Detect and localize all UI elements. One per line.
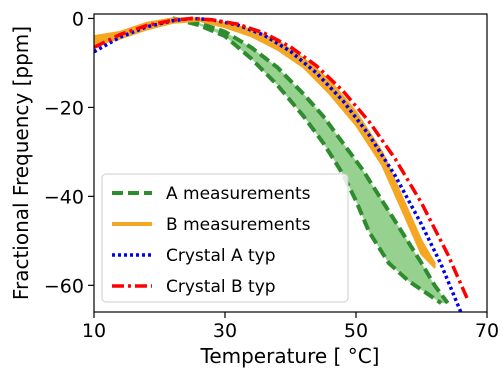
x-tick-label: 70 bbox=[475, 320, 499, 342]
legend-label-crystal-a-typ: Crystal A typ bbox=[166, 246, 276, 266]
plot-frame bbox=[93, 13, 488, 313]
y-tick-label: −60 bbox=[44, 275, 84, 297]
x-tick-label: 30 bbox=[213, 320, 237, 342]
legend-frame bbox=[101, 173, 349, 303]
axes: 10 30 50 70 0 −20 −40 −60 bbox=[44, 8, 499, 342]
x-tick-label: 50 bbox=[344, 320, 368, 342]
series-a-measurements-band bbox=[172, 18, 448, 304]
y-axis-label: Fractional Frequency [ppm] bbox=[9, 26, 33, 300]
series-group bbox=[94, 16, 469, 312]
series-a-measurements-upper bbox=[172, 16, 450, 305]
series-a-measurements-lower bbox=[172, 16, 443, 305]
series-crystal-b-typ bbox=[94, 16, 469, 300]
legend-label-b-measurements: B measurements bbox=[166, 215, 311, 235]
series-crystal-a-typ bbox=[94, 16, 463, 312]
y-tick-label: −40 bbox=[44, 186, 84, 208]
legend-label-a-measurements: A measurements bbox=[166, 184, 311, 204]
y-tick-label: −20 bbox=[44, 97, 84, 119]
y-tick-label: 0 bbox=[72, 8, 84, 30]
x-axis-label: Temperature [ °C] bbox=[200, 344, 380, 368]
svg-text:Fractional Frequency [ppm]: Fractional Frequency [ppm] bbox=[9, 26, 33, 300]
legend-label-crystal-b-typ: Crystal B typ bbox=[166, 277, 276, 297]
x-tick-label: 10 bbox=[82, 320, 106, 342]
plot-area bbox=[94, 16, 469, 312]
legend: A measurements B measurements Crystal A … bbox=[101, 173, 349, 303]
